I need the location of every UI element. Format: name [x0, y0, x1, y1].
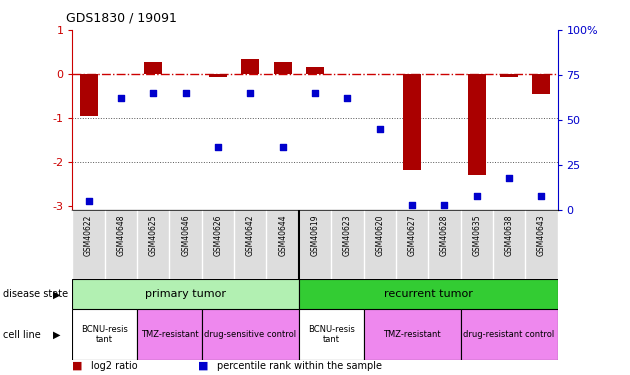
Point — [245, 90, 255, 96]
Point — [278, 144, 288, 150]
Point — [181, 90, 191, 96]
Point — [472, 193, 482, 199]
Point — [116, 95, 126, 101]
Point — [504, 175, 514, 181]
Text: ▶: ▶ — [53, 290, 60, 299]
Text: primary tumor: primary tumor — [145, 290, 226, 299]
Bar — [461, 309, 558, 360]
Text: GSM40620: GSM40620 — [375, 215, 384, 256]
Bar — [72, 279, 299, 309]
Text: disease state: disease state — [3, 290, 68, 299]
Point — [375, 126, 385, 132]
Text: TMZ-resistant: TMZ-resistant — [140, 330, 198, 339]
Text: BCNU-resis
tant: BCNU-resis tant — [81, 325, 129, 344]
Text: GSM40626: GSM40626 — [214, 215, 222, 256]
Text: drug-sensitive control: drug-sensitive control — [204, 330, 296, 339]
Bar — [299, 309, 364, 360]
Text: GSM40635: GSM40635 — [472, 215, 481, 256]
Bar — [468, 74, 486, 175]
Text: BCNU-resis
tant: BCNU-resis tant — [307, 325, 355, 344]
Bar — [137, 309, 202, 360]
Text: cell line: cell line — [3, 330, 41, 340]
Bar — [403, 74, 421, 171]
Text: GSM40646: GSM40646 — [181, 215, 190, 256]
Text: GSM40648: GSM40648 — [117, 215, 125, 256]
Text: GSM40644: GSM40644 — [278, 215, 287, 256]
Text: GSM40638: GSM40638 — [505, 215, 513, 256]
Point — [407, 202, 417, 208]
Text: drug-resistant control: drug-resistant control — [464, 330, 554, 339]
Point — [213, 144, 223, 150]
Point — [310, 90, 320, 96]
Bar — [274, 62, 292, 74]
Point — [342, 95, 352, 101]
Text: ■: ■ — [198, 361, 209, 370]
Text: GSM40619: GSM40619 — [311, 215, 319, 256]
Text: GSM40623: GSM40623 — [343, 215, 352, 256]
Text: log2 ratio: log2 ratio — [91, 361, 138, 370]
Text: GSM40628: GSM40628 — [440, 215, 449, 256]
Text: GSM40627: GSM40627 — [408, 215, 416, 256]
Text: GDS1830 / 19091: GDS1830 / 19091 — [66, 11, 177, 24]
Bar — [80, 74, 98, 116]
Point — [84, 198, 94, 204]
Text: GSM40642: GSM40642 — [246, 215, 255, 256]
Bar — [209, 74, 227, 77]
Text: percentile rank within the sample: percentile rank within the sample — [217, 361, 382, 370]
Text: TMZ-resistant: TMZ-resistant — [383, 330, 441, 339]
Bar — [144, 62, 162, 74]
Bar — [306, 68, 324, 74]
Text: GSM40622: GSM40622 — [84, 215, 93, 256]
Text: ■: ■ — [72, 361, 83, 370]
Point — [439, 202, 449, 208]
Text: ▶: ▶ — [53, 330, 60, 340]
Text: GSM40643: GSM40643 — [537, 215, 546, 256]
Point — [536, 193, 546, 199]
Text: recurrent tumor: recurrent tumor — [384, 290, 472, 299]
Bar — [241, 59, 259, 74]
Text: GSM40625: GSM40625 — [149, 215, 158, 256]
Point — [148, 90, 158, 96]
Bar — [299, 279, 558, 309]
Bar — [532, 74, 550, 94]
Bar — [500, 74, 518, 77]
Bar — [202, 309, 299, 360]
Bar — [364, 309, 461, 360]
Bar — [72, 309, 137, 360]
